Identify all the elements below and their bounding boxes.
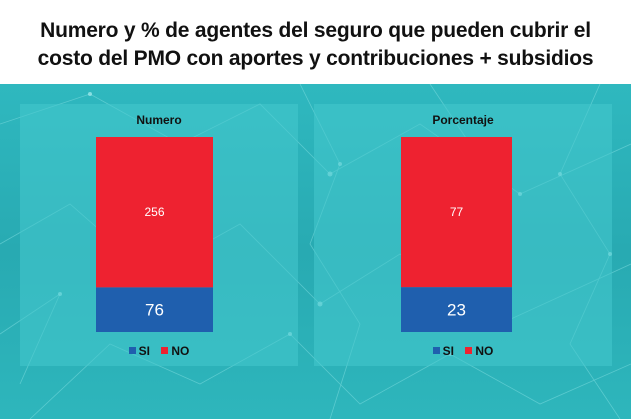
chart-panel-porcentaje: Porcentaje 23 77 SI NO (314, 104, 612, 366)
legend-item-no: NO (465, 344, 493, 358)
bar-segment-si (401, 287, 512, 332)
legend-item-si: SI (128, 344, 150, 358)
legend-item-si: SI (432, 344, 454, 358)
legend-label-si: SI (442, 344, 454, 358)
bar-segment-no (401, 137, 512, 288)
legend-porcentaje: SI NO (314, 344, 612, 358)
title-band: Numero y % de agentes del seguro que pue… (0, 0, 631, 84)
legend-label-no: NO (171, 344, 190, 358)
stacked-bar-chart-numero: 76 256 (96, 137, 213, 332)
chart-panel-numero: Numero 76 256 SI NO (20, 104, 298, 366)
chart-title-line-1: Numero y % de agentes del seguro que pue… (40, 19, 591, 42)
legend-swatch-si (432, 347, 440, 354)
legend-swatch-no (465, 347, 473, 354)
legend-item-no: NO (161, 344, 189, 358)
data-label-no: 77 (450, 205, 464, 219)
legend-swatch-si (128, 347, 136, 354)
data-label-si: 76 (145, 301, 164, 320)
bar-segment-no (96, 137, 213, 288)
stacked-bar-chart-porcentaje: 23 77 (401, 137, 512, 332)
bar-segment-si (96, 287, 213, 332)
data-label-si: 23 (447, 301, 466, 320)
legend-swatch-no (161, 347, 169, 354)
chart-title-line-2: costo del PMO con aportes y contribucion… (37, 47, 594, 70)
legend-label-si: SI (138, 344, 150, 358)
legend-numero: SI NO (20, 344, 298, 358)
chart-title-numero: Numero (136, 113, 182, 127)
data-label-no: 256 (144, 205, 164, 219)
chart-title-porcentaje: Porcentaje (432, 113, 494, 127)
legend-label-no: NO (475, 344, 494, 358)
